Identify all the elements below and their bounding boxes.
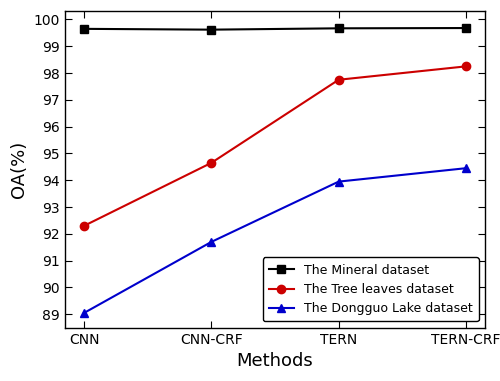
The Mineral dataset bbox=[208, 27, 214, 32]
The Tree leaves dataset bbox=[463, 64, 469, 69]
Y-axis label: OA(%): OA(%) bbox=[10, 141, 28, 198]
The Tree leaves dataset bbox=[208, 160, 214, 165]
The Mineral dataset bbox=[336, 26, 342, 30]
Line: The Tree leaves dataset: The Tree leaves dataset bbox=[80, 62, 470, 230]
Line: The Dongguo Lake dataset: The Dongguo Lake dataset bbox=[80, 164, 470, 317]
The Dongguo Lake dataset bbox=[81, 311, 87, 315]
Legend: The Mineral dataset, The Tree leaves dataset, The Dongguo Lake dataset: The Mineral dataset, The Tree leaves dat… bbox=[262, 258, 479, 322]
The Mineral dataset bbox=[463, 26, 469, 30]
Line: The Mineral dataset: The Mineral dataset bbox=[80, 24, 470, 34]
The Tree leaves dataset bbox=[336, 77, 342, 82]
The Dongguo Lake dataset bbox=[336, 179, 342, 184]
X-axis label: Methods: Methods bbox=[236, 352, 314, 370]
The Tree leaves dataset bbox=[81, 224, 87, 228]
The Mineral dataset bbox=[81, 27, 87, 31]
The Dongguo Lake dataset bbox=[208, 240, 214, 244]
The Dongguo Lake dataset bbox=[463, 166, 469, 170]
